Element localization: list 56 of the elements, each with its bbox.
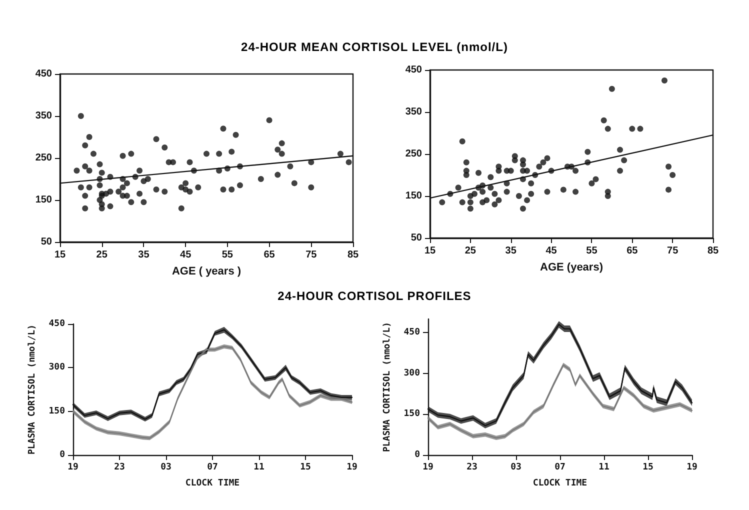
- y-tick-label: 150: [404, 409, 420, 420]
- y-tick-label: 150: [35, 194, 52, 206]
- y-tick-label: 450: [404, 328, 420, 338]
- y-tick-label: 0: [60, 450, 65, 460]
- x-tick-label: 15: [300, 462, 311, 472]
- x-tick-label: 19: [346, 462, 358, 472]
- x-tick-label: 19: [422, 462, 434, 472]
- x-tick-label: 25: [464, 246, 476, 256]
- x-tick-label: 19: [686, 462, 698, 472]
- y-tick-label: 450: [35, 68, 52, 80]
- x-tick-label: 23: [114, 462, 125, 472]
- x-tick-label: 25: [96, 250, 108, 260]
- y-axis-title: PLASMA CORTISOL (nmol/L): [28, 324, 38, 455]
- x-tick-label: 03: [510, 462, 522, 472]
- x-tick-label: 45: [546, 246, 558, 256]
- x-tick-label: 85: [347, 250, 359, 260]
- y-tick-label: 450: [405, 64, 422, 76]
- x-tick-label: 35: [505, 246, 517, 256]
- x-tick-label: 07: [554, 462, 566, 472]
- x-tick-label: 75: [667, 246, 679, 256]
- x-tick-label: 55: [222, 250, 234, 260]
- chart-title: 24-HOUR MEAN CORTISOL LEVEL (nmol/L): [240, 40, 509, 54]
- x-tick-label: 35: [138, 250, 150, 260]
- x-tick-label: 45: [180, 250, 192, 260]
- y-tick-label: 350: [405, 106, 422, 118]
- x-tick-label: 85: [707, 246, 719, 256]
- x-axis-title: CLOCK TIME: [532, 478, 588, 488]
- y-tick-label: 150: [48, 406, 65, 416]
- x-tick-label: 11: [254, 462, 264, 472]
- x-tick-label: 55: [586, 246, 598, 256]
- y-tick-label: 50: [40, 236, 52, 248]
- x-tick-label: 15: [54, 250, 66, 260]
- x-tick-label: 07: [207, 462, 218, 472]
- y-tick-label: 450: [48, 319, 65, 329]
- y-tick-label: 350: [35, 110, 52, 122]
- x-tick-label: 75: [306, 250, 318, 260]
- x-tick-label: 23: [466, 462, 478, 472]
- y-tick-label: 150: [405, 190, 422, 202]
- x-tick-label: 11: [598, 462, 610, 472]
- x-axis-title: AGE ( years ): [172, 266, 242, 278]
- x-tick-label: 15: [642, 462, 654, 472]
- x-tick-label: 15: [424, 246, 436, 256]
- y-tick-label: 300: [404, 368, 420, 378]
- x-tick-label: 19: [68, 462, 78, 472]
- x-tick-label: 65: [626, 246, 638, 256]
- chart-title: 24-HOUR CORTISOL PROFILES: [276, 289, 472, 303]
- x-tick-label: 65: [264, 250, 276, 260]
- y-tick-label: 250: [405, 148, 422, 160]
- y-tick-label: 250: [35, 152, 52, 164]
- y-tick-label: 0: [414, 450, 420, 460]
- x-axis-title: AGE (years): [540, 262, 604, 274]
- y-tick-label: 50: [410, 232, 422, 244]
- y-tick-label: 300: [48, 362, 65, 373]
- x-tick-label: 03: [160, 462, 172, 472]
- y-axis-title: PLASMA CORTISOL (nmol/L): [382, 322, 392, 452]
- x-axis-title: CLOCK TIME: [185, 478, 240, 488]
